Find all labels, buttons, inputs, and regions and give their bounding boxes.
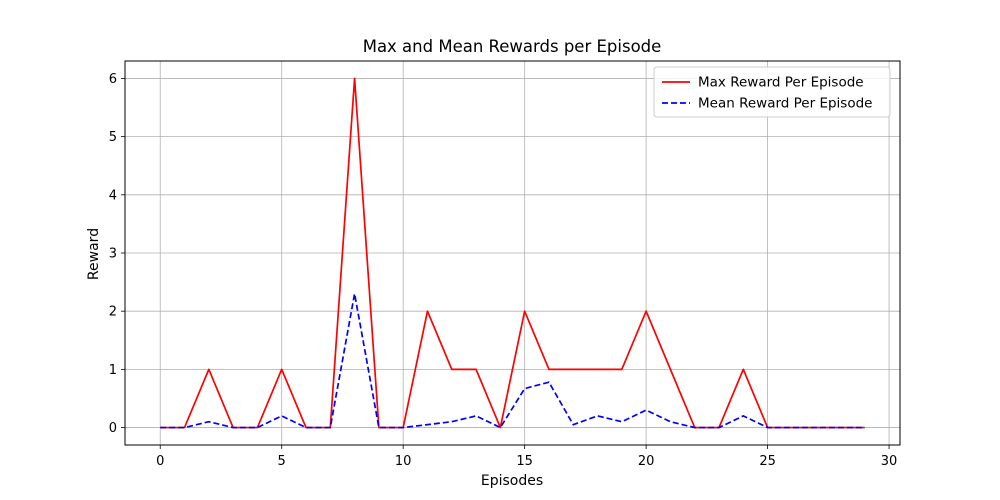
x-tick-label: 25 [759, 454, 776, 469]
x-tick-label: 5 [278, 454, 286, 469]
y-axis-label: Reward [86, 228, 102, 280]
legend: Max Reward Per Episode Mean Reward Per Ep… [653, 66, 891, 118]
x-tick-label: 10 [395, 454, 412, 469]
y-tick-label: 3 [109, 247, 117, 262]
series-lines [160, 77, 865, 429]
axis-ticks: 0 5 10 15 20 25 30 0 1 2 3 4 5 6 [109, 72, 898, 469]
grid [125, 61, 900, 445]
y-tick-label: 4 [109, 188, 117, 203]
y-tick-label: 5 [109, 130, 117, 145]
x-tick-label: 0 [156, 454, 164, 469]
x-tick-label: 20 [638, 454, 655, 469]
legend-label-mean: Mean Reward Per Episode [698, 96, 872, 112]
legend-label-max: Max Reward Per Episode [698, 75, 864, 91]
chart-title: Max and Mean Rewards per Episode [363, 37, 662, 56]
mean-reward-line [160, 292, 865, 429]
x-tick-label: 30 [881, 454, 898, 469]
legend-box [653, 66, 891, 118]
y-tick-label: 2 [109, 305, 117, 320]
y-tick-label: 1 [109, 363, 117, 378]
x-axis-label: Episodes [481, 473, 543, 489]
max-reward-line [160, 77, 865, 429]
x-tick-label: 15 [516, 454, 533, 469]
y-tick-label: 0 [109, 421, 117, 436]
y-tick-label: 6 [109, 72, 117, 87]
